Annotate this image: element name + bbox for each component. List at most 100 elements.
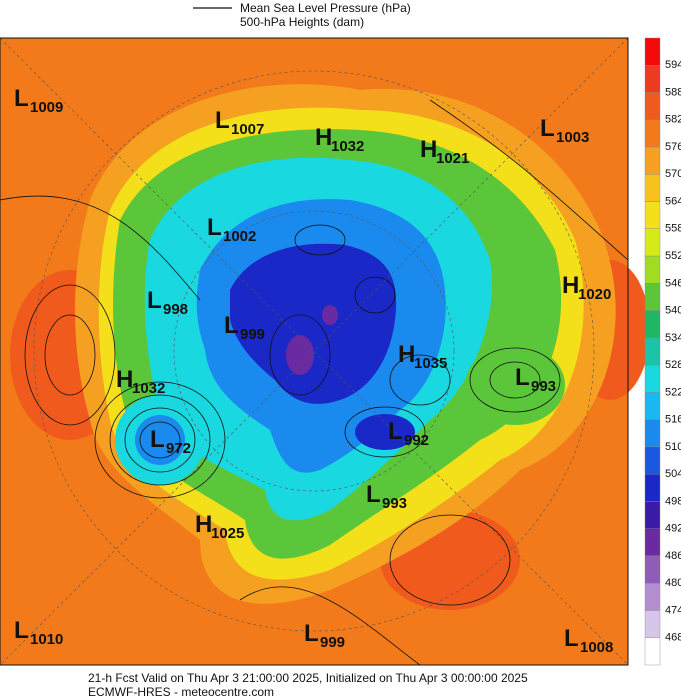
colorbar-label: 510 [665, 441, 681, 453]
center-pressure: 993 [382, 495, 407, 512]
center-type: L [304, 620, 319, 647]
center-type: H [116, 366, 133, 393]
colorbar-swatch [644, 364, 661, 393]
pressure-center: L 999 [304, 620, 345, 651]
colorbar-swatch [644, 201, 661, 230]
colorbar-label: 486 [665, 550, 681, 562]
colorbar-swatch [644, 92, 661, 120]
center-pressure: 1032 [331, 138, 364, 155]
center-type: L [540, 115, 555, 142]
colorbar-swatch [644, 146, 661, 175]
colorbar-label: 576 [665, 141, 681, 153]
pressure-center: L 1007 [215, 107, 264, 138]
colorbar-swatch [644, 37, 661, 66]
colorbar: 594 588 582 576 570 564 558 552 546 540 534 528 522 5… [644, 37, 681, 666]
center-type: L [515, 364, 530, 391]
colorbar-label: 474 [665, 604, 681, 616]
colorbar-label: 522 [665, 386, 681, 398]
pressure-center: L 999 [224, 312, 265, 343]
center-type: H [398, 341, 415, 368]
center-pressure: 1032 [132, 380, 165, 397]
colorbar-label: 564 [665, 195, 681, 207]
center-type: L [224, 312, 239, 339]
colorbar-label: 558 [665, 223, 681, 235]
center-pressure: 993 [531, 378, 556, 395]
legend-line-label: Mean Sea Level Pressure (hPa) [240, 1, 411, 15]
colorbar-swatch [644, 337, 661, 366]
colorbar-swatch [644, 610, 661, 638]
colorbar-swatch [644, 255, 661, 284]
colorbar-swatch [644, 583, 661, 611]
center-type: L [14, 85, 29, 112]
pressure-center: L 993 [515, 364, 556, 395]
center-type: L [207, 214, 222, 241]
center-pressure: 1008 [580, 639, 613, 656]
center-pressure: 1035 [414, 355, 447, 372]
pressure-center: L 992 [388, 418, 429, 449]
colorbar-swatch [644, 501, 661, 529]
colorbar-label: 480 [665, 577, 681, 589]
center-pressure: 1010 [30, 631, 63, 648]
center-type: H [420, 136, 437, 163]
colorbar-swatch [644, 555, 661, 584]
colorbar-swatch [644, 174, 661, 202]
center-pressure: 992 [404, 432, 429, 449]
pressure-center: L 1002 [207, 214, 256, 245]
colorbar-swatch [644, 446, 661, 475]
colorbar-swatch [644, 119, 661, 148]
pressure-center: L 993 [366, 481, 407, 512]
center-pressure: 999 [320, 634, 345, 651]
colorbar-label: 552 [665, 250, 681, 262]
footer-valid: 21-h Fcst Valid on Thu Apr 3 21:00:00 20… [88, 671, 528, 685]
colorbar-swatch [644, 283, 661, 311]
map-field [0, 37, 650, 666]
colorbar-swatch [644, 528, 661, 557]
pressure-center: L 1008 [564, 625, 613, 656]
colorbar-swatch [644, 473, 661, 502]
center-pressure: 999 [240, 326, 265, 343]
center-type: L [215, 107, 230, 134]
center-type: L [366, 481, 381, 508]
colorbar-label: 588 [665, 86, 681, 98]
colorbar-label: 468 [665, 632, 681, 644]
map-frame [0, 37, 629, 666]
pressure-center: L 1009 [14, 85, 63, 116]
colorbar-label: 570 [665, 168, 681, 180]
center-type: L [147, 287, 162, 314]
colorbar-label: 540 [665, 305, 681, 317]
center-type: L [564, 625, 579, 652]
center-pressure: 1003 [556, 129, 589, 146]
colorbar-label: 492 [665, 523, 681, 535]
center-type: L [388, 418, 403, 445]
colorbar-label: 546 [665, 277, 681, 289]
colorbar-label: 594 [665, 59, 681, 71]
colorbar-swatch [644, 310, 661, 339]
center-type: H [195, 511, 212, 538]
colorbar-label: 534 [665, 332, 681, 344]
center-pressure: 998 [163, 301, 188, 318]
center-type: H [315, 124, 332, 151]
center-pressure: 972 [166, 440, 191, 457]
colorbar-swatch [644, 419, 661, 448]
colorbar-label: 504 [665, 468, 681, 480]
colorbar-label: 528 [665, 359, 681, 371]
colorbar-label: 516 [665, 414, 681, 426]
pressure-center: L 1010 [14, 617, 63, 648]
colorbar-swatch [644, 228, 661, 257]
center-pressure: 1009 [30, 99, 63, 116]
colorbar-label: 498 [665, 495, 681, 507]
colorbar-swatch [644, 392, 661, 420]
center-pressure: 1025 [211, 525, 244, 542]
center-type: H [562, 272, 579, 299]
center-type: L [14, 617, 29, 644]
center-pressure: 1020 [578, 286, 611, 303]
